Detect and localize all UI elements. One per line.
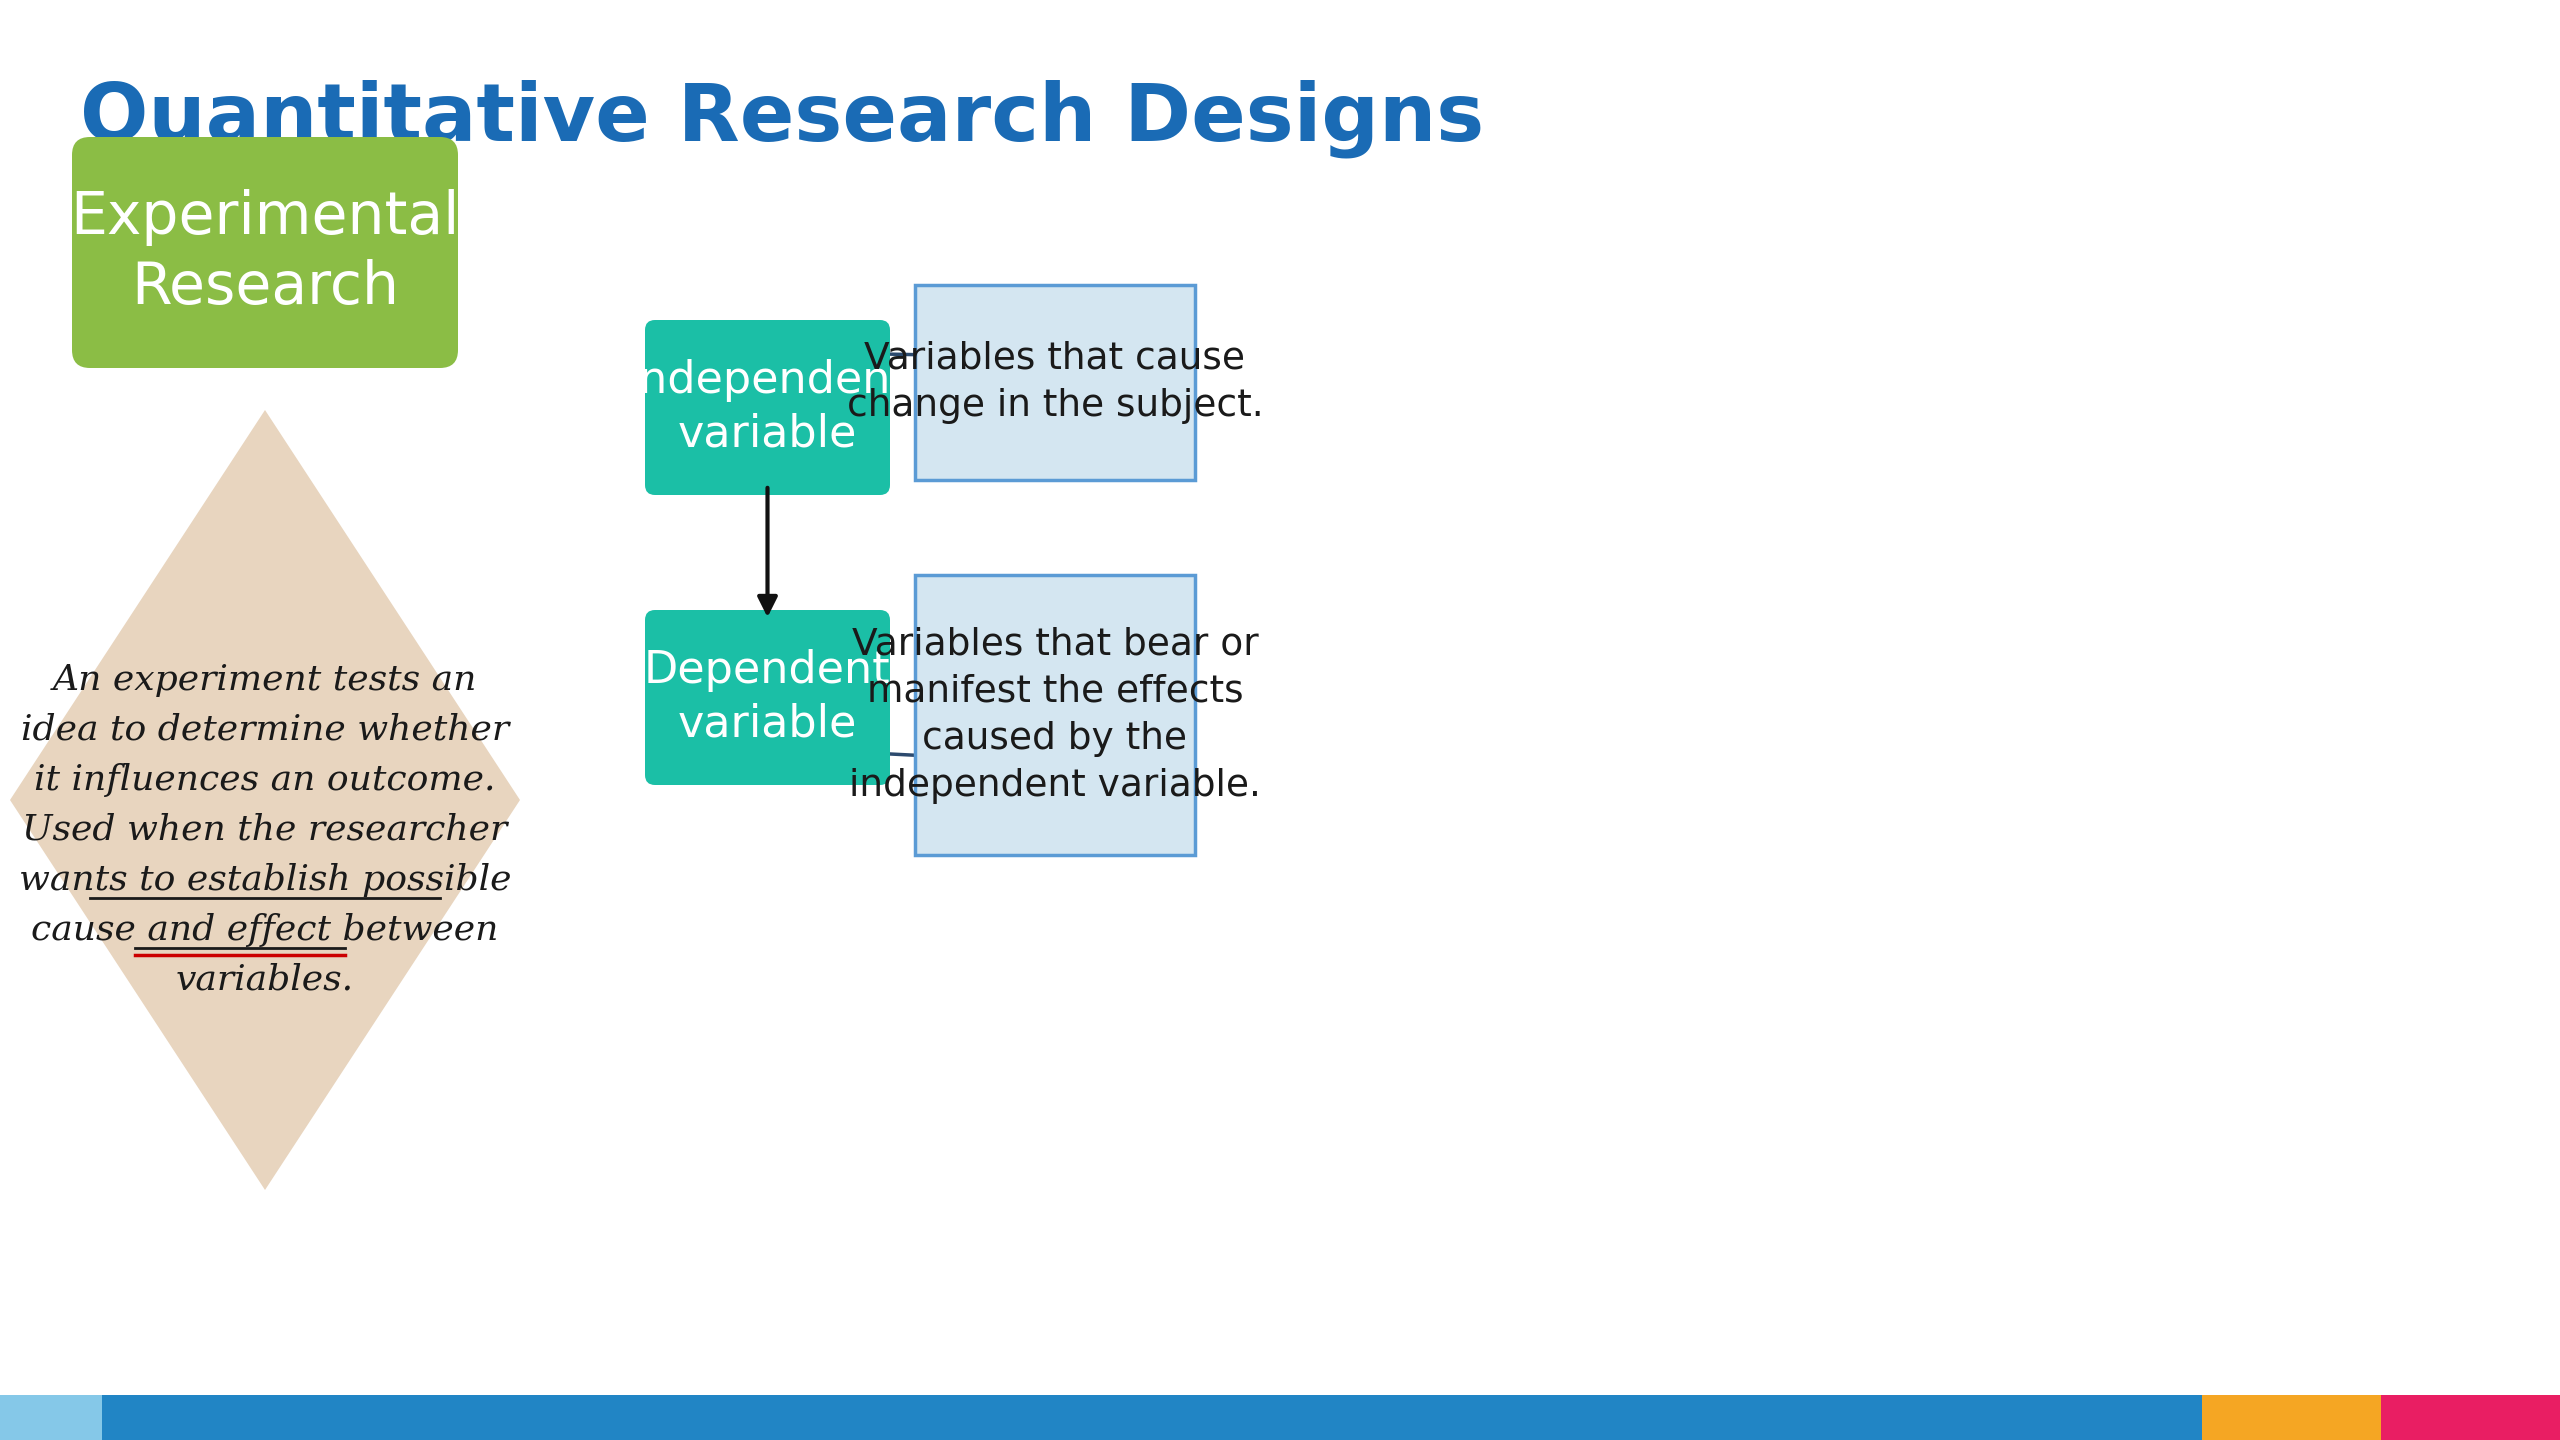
Text: it influences an outcome.: it influences an outcome.: [33, 763, 497, 796]
FancyBboxPatch shape: [914, 575, 1196, 855]
Text: cause and effect between: cause and effect between: [31, 913, 499, 948]
Bar: [0, 1395, 102, 1440]
Text: Variables that cause
change in the subject.: Variables that cause change in the subje…: [847, 341, 1262, 425]
FancyBboxPatch shape: [645, 611, 891, 785]
Text: Quantitative Research Designs: Quantitative Research Designs: [79, 81, 1485, 158]
Text: idea to determine whether: idea to determine whether: [20, 713, 509, 747]
FancyArrowPatch shape: [760, 488, 776, 612]
Text: Independent
variable: Independent variable: [627, 360, 909, 455]
Text: Dependent
variable: Dependent variable: [645, 649, 891, 746]
Polygon shape: [10, 410, 520, 1189]
Text: wants to establish possible: wants to establish possible: [18, 863, 512, 897]
Bar: [102, 1395, 2202, 1440]
Text: Variables that bear or
manifest the effects
caused by the
independent variable.: Variables that bear or manifest the effe…: [850, 626, 1262, 804]
FancyBboxPatch shape: [914, 285, 1196, 480]
FancyBboxPatch shape: [645, 320, 891, 495]
Text: Experimental
Research: Experimental Research: [69, 189, 461, 317]
Bar: [2202, 1395, 2381, 1440]
Text: Used when the researcher: Used when the researcher: [23, 814, 507, 847]
Text: An experiment tests an: An experiment tests an: [54, 662, 476, 697]
Bar: [2381, 1395, 2560, 1440]
Text: variables.: variables.: [177, 963, 353, 996]
FancyBboxPatch shape: [72, 137, 458, 369]
